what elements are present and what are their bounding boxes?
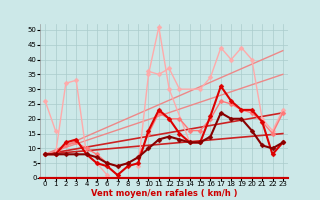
X-axis label: Vent moyen/en rafales ( km/h ): Vent moyen/en rafales ( km/h ) — [91, 189, 237, 198]
